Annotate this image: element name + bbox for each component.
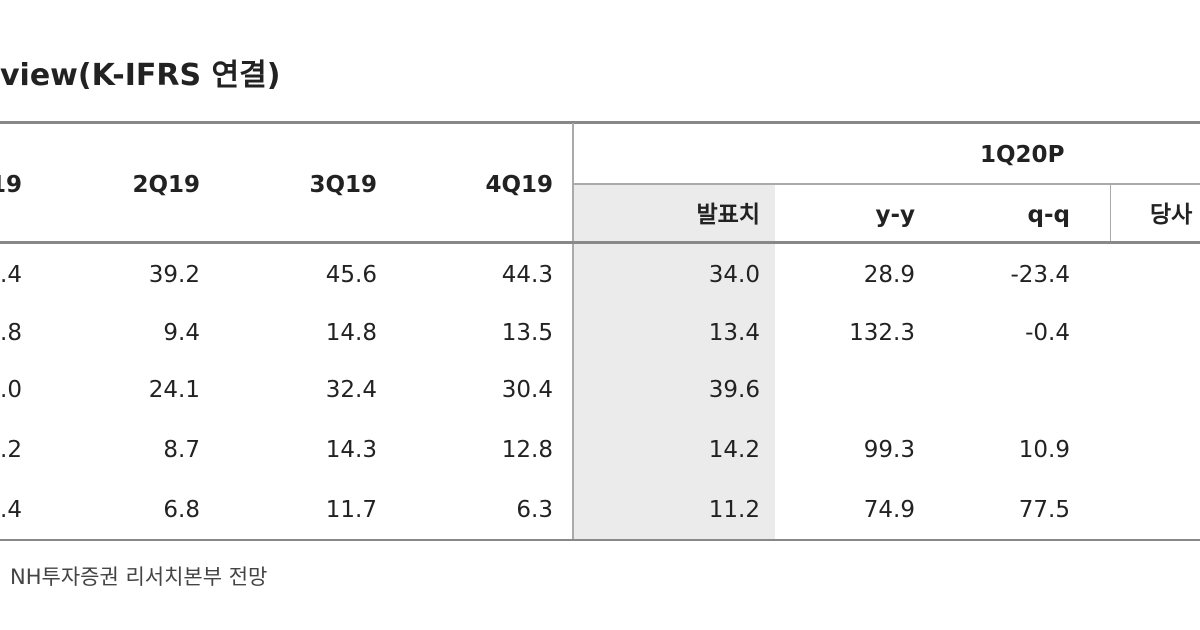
table-title: view(K-IFRS 연결) (0, 58, 281, 93)
group-header: 1Q20P (980, 142, 1065, 168)
top-rule (0, 121, 1200, 124)
table-cell: 45.6 (325, 262, 377, 288)
table-cell: .8 (0, 320, 22, 346)
table-cell: .2 (0, 437, 22, 463)
table-cell: 14.3 (325, 437, 377, 463)
table-cell: 12.8 (501, 437, 553, 463)
column-subheader: q-q (1027, 202, 1070, 228)
table-cell: .4 (0, 497, 22, 523)
column-subheader: 발표치 (696, 202, 760, 228)
column-subheader: 당사 (1150, 202, 1193, 228)
table-cell: 14.8 (325, 320, 377, 346)
group-rule (573, 183, 1200, 185)
column-divider (1110, 185, 1111, 242)
table-cell: 14.2 (708, 437, 760, 463)
column-divider (572, 123, 574, 541)
table-cell: 24.1 (148, 377, 200, 403)
table-cell: -0.4 (1025, 320, 1070, 346)
highlight-column (573, 184, 775, 540)
table-cell: 11.7 (325, 497, 377, 523)
table-cell: 77.5 (1018, 497, 1070, 523)
table-cell: 6.8 (163, 497, 200, 523)
source-note: NH투자증권 리서치본부 전망 (10, 565, 268, 589)
table-cell: 10.9 (1018, 437, 1070, 463)
table-cell: 34.0 (708, 262, 760, 288)
header-rule (0, 241, 1200, 244)
table-cell: 28.9 (863, 262, 915, 288)
bottom-rule (0, 539, 1200, 541)
table-cell: 13.4 (708, 320, 760, 346)
column-header: 4Q19 (485, 172, 553, 198)
table-cell: 132.3 (849, 320, 915, 346)
table-cell: 39.2 (148, 262, 200, 288)
column-header: 2Q19 (132, 172, 200, 198)
column-subheader: y-y (875, 202, 915, 228)
table-cell: 30.4 (501, 377, 553, 403)
table-cell: 6.3 (516, 497, 553, 523)
table-cell: 11.2 (708, 497, 760, 523)
table-cell: 74.9 (863, 497, 915, 523)
table-cell: 8.7 (163, 437, 200, 463)
table-cell: 32.4 (325, 377, 377, 403)
table-cell: .0 (0, 377, 22, 403)
table-cell: 9.4 (163, 320, 200, 346)
table-cell: 13.5 (501, 320, 553, 346)
table-cell: 99.3 (863, 437, 915, 463)
table-cell: -23.4 (1010, 262, 1070, 288)
table-cell: .4 (0, 262, 22, 288)
table-cell: 39.6 (708, 377, 760, 403)
table-cell: 44.3 (501, 262, 553, 288)
column-header: 3Q19 (309, 172, 377, 198)
column-header: 19 (0, 172, 22, 198)
